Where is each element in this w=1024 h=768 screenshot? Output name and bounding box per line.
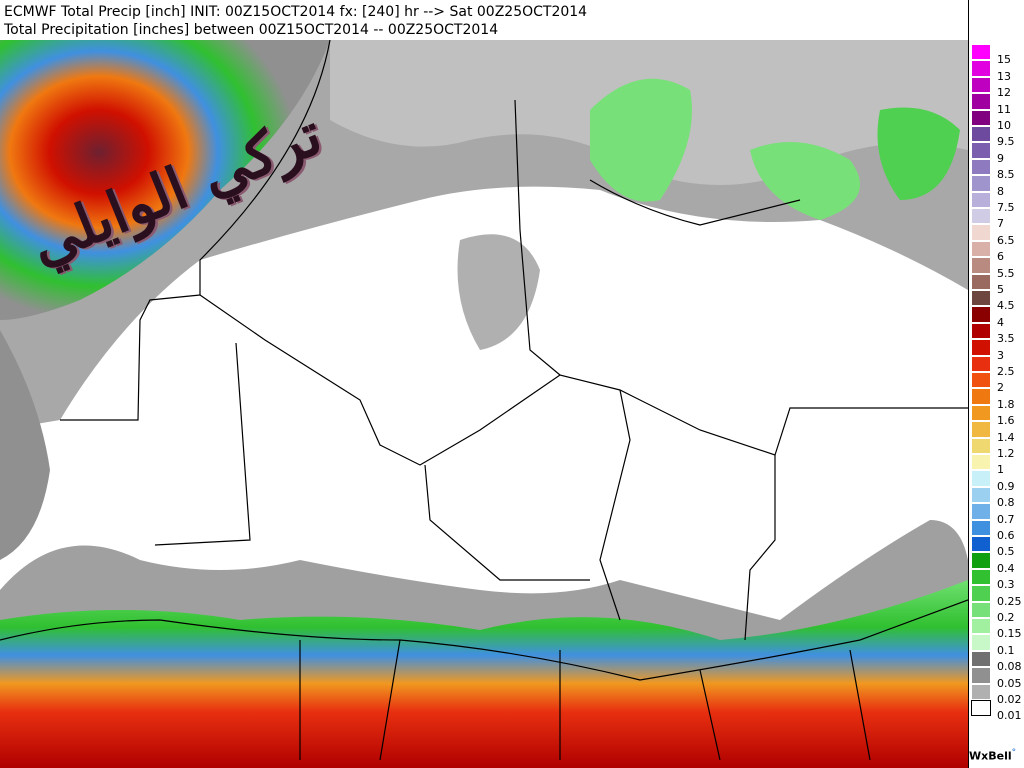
legend-swatch — [971, 568, 991, 586]
legend-label: 8.5 — [997, 168, 1015, 182]
legend-swatch — [971, 503, 991, 520]
legend-swatch — [971, 126, 991, 143]
legend-swatch — [971, 355, 991, 372]
credit-icon: ° — [1011, 748, 1017, 758]
legend-swatch — [971, 404, 991, 422]
legend-swatch — [971, 322, 991, 340]
legend-label: 4 — [997, 315, 1004, 329]
legend-swatch — [971, 585, 991, 602]
legend-label: 4.5 — [997, 299, 1015, 313]
legend-label: 8 — [997, 184, 1004, 198]
color-legend: 15 13 12 11 10 9.5 9 8.5 8 7.5 7 6.5 6 5.5 5 4.5 4 3.5 3 2.… — [968, 0, 1024, 768]
legend-swatch — [971, 60, 991, 77]
legend-label: 3.5 — [997, 332, 1015, 346]
legend-label: 0.01 — [997, 709, 1022, 723]
legend-label: 0.08 — [997, 660, 1022, 674]
legend-label: 7.5 — [997, 201, 1015, 214]
legend-swatch — [971, 257, 991, 274]
legend-label: 5.5 — [997, 266, 1015, 280]
legend-swatch — [971, 618, 991, 635]
legend-label: 0.5 — [997, 545, 1015, 559]
legend-label: 2 — [997, 381, 1004, 395]
legend-label: 10 — [997, 119, 1011, 132]
legend-swatch — [971, 76, 991, 94]
credit: WxBell° — [969, 748, 1016, 763]
title: ECMWF Total Precip [inch] INIT: 00Z15OCT… — [4, 4, 588, 20]
legend-swatch — [971, 437, 991, 454]
legend-label: 0.15 — [997, 627, 1022, 641]
legend-swatch — [971, 175, 991, 192]
legend-swatch — [971, 240, 991, 258]
legend-swatch — [971, 224, 991, 241]
legend-swatch — [971, 552, 991, 569]
legend-swatch — [971, 470, 991, 487]
legend-label: 0.02 — [997, 693, 1022, 706]
legend-swatch — [971, 306, 991, 323]
legend-swatch — [971, 421, 991, 438]
legend-label: 0.9 — [997, 479, 1015, 493]
legend-label: 0.4 — [997, 561, 1015, 575]
legend-label: 1.2 — [997, 447, 1015, 460]
legend-label: 0.6 — [997, 529, 1015, 542]
legend-swatch — [971, 93, 991, 110]
legend-swatch — [971, 273, 991, 290]
legend-label: 15 — [997, 53, 1011, 67]
subtitle: Total Precipitation [inches] between 00Z… — [4, 22, 499, 38]
legend-label: 0.25 — [997, 594, 1022, 608]
legend-swatch — [971, 191, 991, 208]
legend-swatch — [971, 650, 991, 668]
legend-swatch — [971, 44, 991, 61]
legend-swatch — [971, 536, 991, 553]
legend-label: 9 — [997, 151, 1004, 165]
legend-label: 6 — [997, 250, 1004, 264]
precip-map — [0, 39, 968, 768]
legend-label: 5 — [997, 283, 1004, 296]
legend-swatch — [971, 519, 991, 536]
legend-swatch — [971, 683, 991, 700]
legend-swatch — [971, 339, 991, 356]
legend-swatch — [971, 109, 991, 126]
legend-label: 0.7 — [997, 512, 1015, 526]
legend-label: 12 — [997, 86, 1011, 100]
legend-label: 1.8 — [997, 397, 1015, 411]
legend-label: 2.5 — [997, 365, 1015, 378]
legend-swatch — [971, 667, 991, 684]
legend-label: 11 — [997, 102, 1011, 116]
legend-swatch — [971, 290, 991, 307]
legend-label: 0.8 — [997, 496, 1015, 510]
legend-swatch — [971, 372, 991, 389]
legend-swatch — [971, 208, 991, 225]
legend-label: 7 — [997, 217, 1004, 231]
legend-label: 13 — [997, 69, 1011, 83]
legend-label: 6.5 — [997, 233, 1015, 247]
legend-label: 1 — [997, 463, 1004, 477]
legend-swatch — [971, 601, 991, 618]
legend-label: 0.05 — [997, 676, 1022, 690]
legend-swatch — [971, 388, 991, 405]
credit-text: WxBell — [969, 749, 1012, 763]
legend-swatch — [971, 454, 991, 471]
legend-label: 1.4 — [997, 430, 1015, 444]
legend-label: 1.6 — [997, 414, 1015, 428]
legend-swatch — [971, 142, 991, 159]
legend-label: 3 — [997, 348, 1004, 362]
legend-swatch — [971, 700, 991, 717]
legend-label: 0.2 — [997, 611, 1015, 624]
legend-swatch — [971, 486, 991, 504]
legend-label: 0.3 — [997, 578, 1015, 592]
legend-swatch — [971, 158, 991, 176]
legend-label: 9.5 — [997, 135, 1015, 149]
legend-swatch — [971, 634, 991, 651]
legend-label: 0.1 — [997, 643, 1015, 657]
